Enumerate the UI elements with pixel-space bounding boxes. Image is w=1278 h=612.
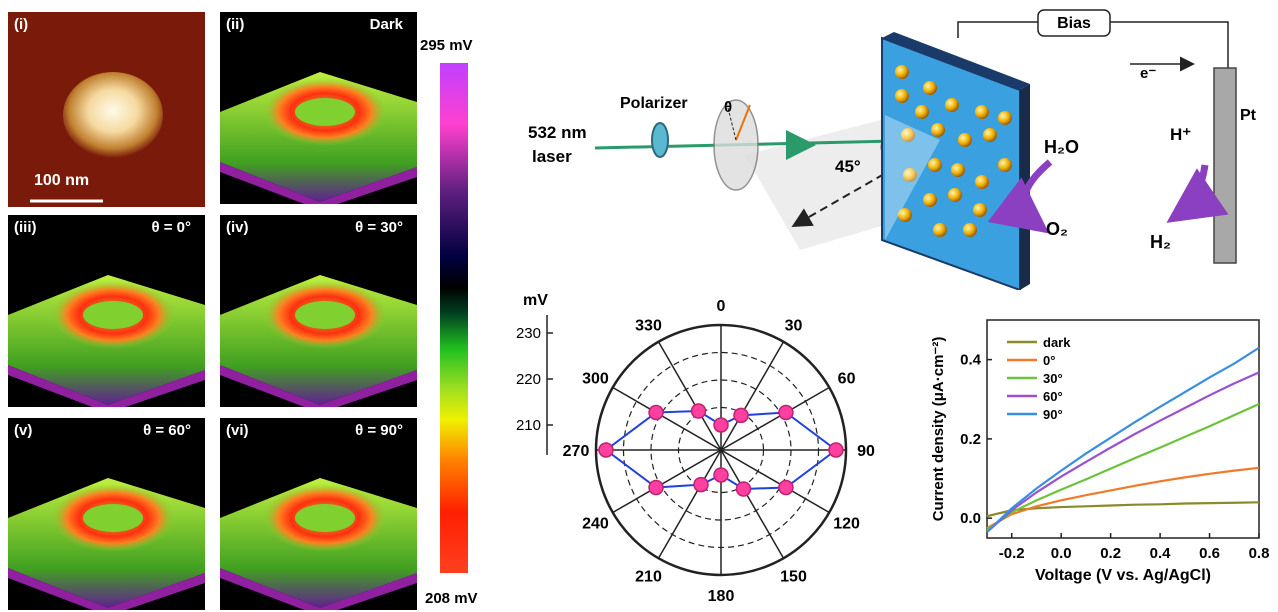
polar-chart: 0 30 60 90 120 150 180 210 240 270 300 330 mV 230 220 2… [516,292,875,605]
h2o-label: H₂O [1044,137,1079,157]
panel-label: (ii) [226,16,245,33]
jv-plot-frame [986,319,1260,539]
polar-data-point [693,476,709,493]
jv-x-label: Voltage (V vs. Ag/AgCl) [1035,567,1211,584]
polar-angle-label: 30 [785,317,803,334]
jv-x-tick: -0.2 [999,545,1025,562]
polar-angle-label: 120 [833,516,860,533]
polar-data-point [735,481,752,497]
panel-condition: θ = 0° [151,219,191,236]
panel-iii-theta-0: (iii) θ = 0° [8,215,205,407]
panel-label: (vi) [226,422,249,439]
jv-chart: -0.2 0.0 0.2 0.4 0.6 0.8 0.0 0.2 0.4 Voltage (V v… [930,319,1270,584]
polar-data-point [713,467,729,483]
jv-y-label: Current density (μA·cm⁻²) [930,337,947,522]
polar-angle-label: 180 [708,588,735,605]
legend-label: 0° [1043,353,1055,368]
laser-label-line2: laser [532,147,572,166]
polar-angle-label: 240 [582,516,609,533]
jv-y-tick: 0.4 [960,352,982,369]
panel-label: (i) [14,16,29,33]
polarizer-icon [651,122,669,158]
polar-data-point [713,417,729,433]
kpfm-surface [220,478,417,610]
colorbar-min-label: 208 mV [425,590,478,607]
polar-data-point [778,479,794,496]
panel-i-topography: (i) 100 nm [8,12,205,207]
panel-condition: θ = 30° [355,219,403,236]
polar-radial-tick: 230 [516,325,541,342]
polar-radial-unit: mV [523,292,548,309]
jv-y-tick: 0.2 [960,431,981,448]
kpfm-surface [220,72,417,204]
panel-iv-theta-30: (iv) θ = 30° [220,215,417,407]
laser-label-line1: 532 nm [528,123,587,142]
panel-vi-theta-90: (vi) θ = 90° [220,418,417,610]
bias-label: Bias [1057,15,1091,32]
kpfm-surface [8,478,205,610]
jv-series-line [986,466,1260,530]
polar-spoke [657,341,785,559]
jv-x-tick: 0.6 [1199,545,1220,562]
polar-angle-label: 330 [635,317,662,334]
h2-label: H₂ [1150,232,1171,252]
panel-label: (iii) [14,219,37,236]
panel-condition: θ = 60° [143,422,191,439]
kpfm-surface [220,275,417,407]
legend-label: 90° [1043,407,1063,422]
polar-data-point [598,442,614,458]
pt-electrode [1213,67,1237,264]
topography-image [8,12,205,207]
jv-y-tick: 0.0 [960,510,981,527]
polar-angle-label: 210 [635,569,662,586]
polar-data-point [648,479,664,496]
polar-radial-tick: 210 [516,417,541,434]
jv-x-tick: 0.2 [1100,545,1121,562]
polar-angle-label: 90 [857,443,875,460]
polar-data-point [648,404,664,421]
jv-series-line [986,371,1260,533]
kpfm-surface [8,275,205,407]
bias-box [1037,9,1111,37]
angle-label: 45° [835,157,861,176]
legend-label: 60° [1043,389,1063,404]
polar-angle-label: 0 [717,298,726,315]
jv-x-tick: 0.0 [1051,545,1072,562]
theta-label: θ [724,99,732,116]
panel-ii-dark: (ii) Dark [220,12,417,204]
polarizer-label: Polarizer [620,95,688,112]
polar-data-point [778,404,794,421]
jv-x-tick: 0.4 [1150,545,1172,562]
polar-data-point [733,407,749,424]
electron-label: e⁻ [1140,65,1156,82]
polar-angle-label: 150 [780,569,807,586]
jv-series-line [986,346,1260,533]
jv-x-tick: 0.8 [1249,545,1270,562]
hplus-label: H⁺ [1170,125,1191,144]
panel-condition: θ = 90° [355,422,403,439]
colorbar [440,63,468,573]
colorbar-max-label: 295 mV [420,37,473,54]
legend-label: dark [1043,335,1071,350]
jv-series-line [986,403,1260,531]
polar-radial-tick: 220 [516,371,541,388]
polar-data-point [690,403,707,419]
o2-label: O₂ [1046,219,1068,239]
polar-angle-label: 270 [563,443,590,460]
nanoparticles [895,65,1012,237]
panel-v-theta-60: (v) θ = 60° [8,418,205,610]
polar-angle-label: 60 [838,371,856,388]
panel-condition: Dark [369,16,403,33]
pt-label: Pt [1240,107,1257,124]
setup-schematic: Bias 532 nm laser Polarizer θ 45° e⁻ Pt … [528,9,1257,290]
panel-label: (v) [14,422,33,439]
legend-label: 30° [1043,371,1063,386]
polar-angle-label: 300 [582,371,609,388]
scale-bar-label: 100 nm [34,172,90,189]
panel-label: (iv) [226,219,249,236]
polar-data-point [828,442,844,458]
